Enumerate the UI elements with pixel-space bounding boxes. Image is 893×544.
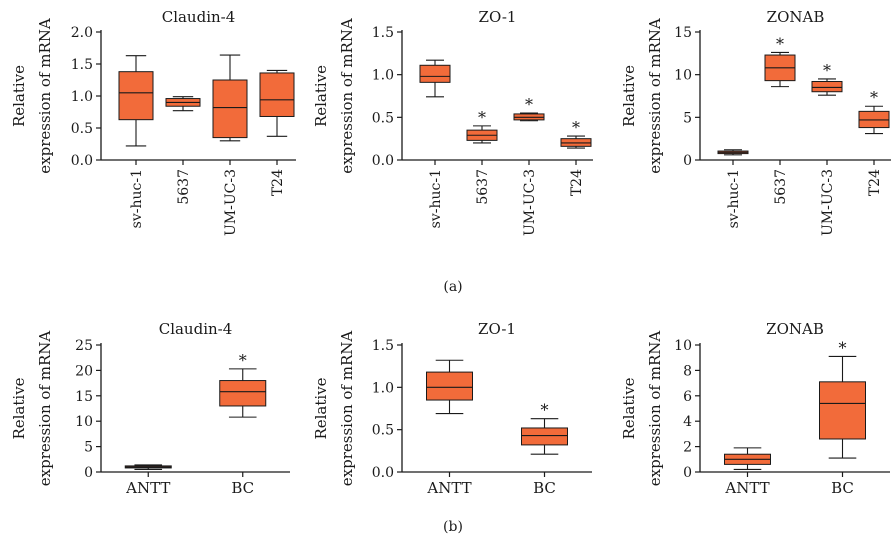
y-axis-label: expression of mRNA — [646, 331, 664, 487]
y-axis-label: Relative — [312, 377, 330, 439]
chart-5: ZO-1 Relative expression of mRNA 0.0 0.5 1.0 1… — [312, 320, 592, 497]
chart-4: Claudin-4 Relative expression of mRNA 0 5 10 1… — [10, 320, 290, 497]
y-tick-label: 8 — [683, 363, 692, 379]
y-tick-label: 15 — [75, 389, 93, 405]
y-axis-label: expression of mRNA — [338, 18, 356, 174]
significance-star: * — [541, 401, 549, 420]
x-tick-label: ANTT — [125, 479, 170, 497]
chart-title: ZONAB — [766, 320, 824, 338]
x-tick-label: sv-huc-1 — [428, 169, 444, 228]
y-tick-label: 1.5 — [372, 338, 394, 354]
significance-star: * — [823, 61, 831, 80]
y-tick-label: 0 — [683, 153, 692, 169]
y-tick-label: 0 — [683, 465, 692, 481]
box — [811, 80, 843, 93]
y-tick-label: 1.0 — [71, 89, 93, 105]
x-tick-label: UM-UC-3 — [223, 169, 239, 236]
box — [259, 72, 295, 117]
y-axis-label: expression of mRNA — [338, 331, 356, 487]
chart-title: ZONAB — [767, 8, 825, 26]
y-tick-label: 0 — [84, 465, 93, 481]
chart-2: ZO-1 Relative expression of mRNA 0.0 0.5 1.0 1… — [312, 8, 593, 236]
significance-star: * — [525, 95, 533, 114]
significance-star: * — [870, 88, 878, 107]
x-tick-label: T24 — [569, 169, 585, 196]
y-tick-label: 2 — [683, 440, 692, 456]
y-axis-label: expression of mRNA — [646, 18, 664, 174]
y-axis-label: Relative — [10, 65, 28, 127]
x-tick-label: ANTT — [426, 479, 471, 497]
y-tick-label: 2.0 — [71, 25, 93, 41]
y-axis-label: expression of mRNA — [36, 331, 54, 487]
significance-star: * — [572, 118, 580, 137]
x-tick-label: sv-huc-1 — [129, 169, 145, 228]
box — [819, 381, 866, 440]
box — [219, 380, 267, 407]
significance-star: * — [478, 108, 486, 127]
y-tick-label: 10 — [674, 68, 692, 84]
y-tick-label: 25 — [75, 338, 93, 354]
y-tick-label: 1.5 — [71, 57, 93, 73]
panel-label-a: (a) — [443, 279, 462, 295]
significance-star: * — [239, 351, 247, 370]
x-tick-label: UM-UC-3 — [820, 169, 836, 236]
x-tick-label: BC — [831, 479, 854, 497]
y-axis-label: expression of mRNA — [36, 18, 54, 174]
y-tick-label: 5 — [683, 110, 692, 126]
x-tick-label: sv-huc-1 — [726, 169, 742, 228]
box — [426, 371, 473, 401]
chart-title: Claudin-4 — [159, 320, 233, 338]
y-tick-label: 0.0 — [372, 153, 394, 169]
y-tick-label: 1.5 — [372, 25, 394, 41]
chart-title: ZO-1 — [478, 320, 516, 338]
y-tick-label: 0.0 — [71, 153, 93, 169]
y-tick-label: 0.0 — [372, 465, 394, 481]
y-axis-label: Relative — [620, 377, 638, 439]
x-tick-label: T24 — [867, 169, 883, 196]
x-tick-label: 5637 — [475, 169, 491, 205]
significance-star: * — [776, 34, 784, 53]
x-tick-label: ANTT — [724, 479, 769, 497]
chart-title: ZO-1 — [479, 8, 517, 26]
y-tick-label: 10 — [674, 338, 692, 354]
y-tick-label: 4 — [683, 414, 692, 430]
x-tick-label: 5637 — [773, 169, 789, 205]
x-tick-label: UM-UC-3 — [522, 169, 538, 236]
y-tick-label: 10 — [75, 414, 93, 430]
chart-6: ZONAB Relative expression of mRNA 0 2 4 6 8 10 AN… — [620, 320, 890, 497]
y-tick-label: 5 — [84, 440, 93, 456]
y-axis-label: Relative — [312, 65, 330, 127]
chart-3: ZONAB Relative expression of mRNA 0 5 10 15 sv-… — [620, 8, 891, 236]
y-tick-label: 1.0 — [372, 380, 394, 396]
x-tick-label: BC — [533, 479, 556, 497]
chart-1: Claudin-4 Relative expression of mRNA 0.0 0.… — [10, 8, 296, 236]
y-axis-label: Relative — [620, 65, 638, 127]
y-tick-label: 15 — [674, 25, 692, 41]
y-tick-label: 6 — [683, 389, 692, 405]
box — [118, 71, 154, 121]
box — [521, 427, 568, 446]
x-tick-label: BC — [231, 479, 254, 497]
significance-star: * — [839, 338, 847, 357]
x-tick-label: T24 — [270, 169, 286, 196]
panel-label-b: (b) — [443, 519, 463, 535]
y-tick-label: 1.0 — [372, 68, 394, 84]
x-tick-label: 5637 — [176, 169, 192, 205]
y-tick-label: 20 — [75, 363, 93, 379]
y-axis-label: Relative — [10, 377, 28, 439]
box — [212, 79, 248, 139]
y-tick-label: 0.5 — [372, 423, 394, 439]
box — [419, 64, 451, 83]
y-tick-label: 0.5 — [372, 110, 394, 126]
y-tick-label: 0.5 — [71, 121, 93, 137]
chart-title: Claudin-4 — [162, 8, 236, 26]
